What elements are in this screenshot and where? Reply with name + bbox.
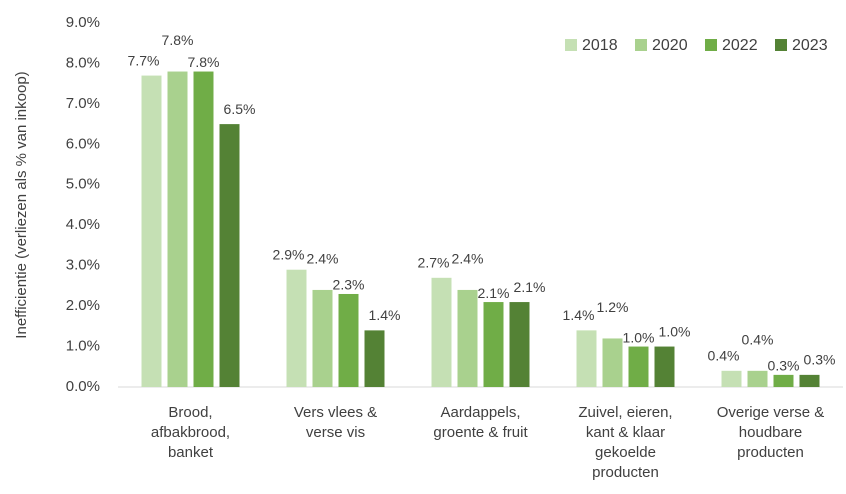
data-label: 1.0% [623, 329, 655, 345]
data-label: 2.4% [452, 251, 484, 267]
data-label: 0.4% [708, 348, 740, 364]
data-label: 0.4% [742, 332, 774, 348]
bar [509, 302, 530, 387]
data-label: 1.0% [659, 323, 691, 339]
y-tick-label: 9.0% [66, 14, 100, 31]
data-label: 2.4% [307, 251, 339, 267]
y-tick-label: 3.0% [66, 257, 100, 274]
x-tick-label: Vers vlees & verse vis [293, 404, 378, 441]
bar [219, 124, 240, 387]
bar [483, 302, 504, 387]
legend-label: 2020 [652, 37, 688, 54]
y-tick-label: 2.0% [66, 297, 100, 314]
data-label: 6.5% [224, 101, 256, 117]
bar [312, 289, 333, 387]
legend-label: 2018 [582, 37, 618, 54]
data-label: 1.4% [563, 307, 595, 323]
y-tick-label: 6.0% [66, 135, 100, 152]
y-tick-label: 7.0% [66, 95, 100, 112]
y-tick-label: 8.0% [66, 54, 100, 71]
bar [602, 338, 623, 387]
bar [576, 330, 597, 387]
data-label: 7.8% [162, 32, 194, 48]
data-label: 2.3% [333, 277, 365, 293]
y-tick-label: 0.0% [66, 378, 100, 395]
x-tick-label: Brood, afbakbrood, banket [150, 404, 231, 461]
y-tick-label: 1.0% [66, 338, 100, 355]
legend-label: 2023 [792, 37, 828, 54]
bar [773, 374, 794, 387]
bar [167, 71, 188, 388]
y-tick-label: 4.0% [66, 216, 100, 233]
x-tick-label: Aardappels, groente & fruit [433, 404, 528, 441]
bar [364, 330, 385, 387]
bar [286, 269, 307, 387]
data-label: 0.3% [804, 352, 836, 368]
x-tick-label: Zuivel, eieren, kant & klaar gekoelde pr… [578, 404, 673, 481]
bar [628, 346, 649, 387]
y-tick-label: 5.0% [66, 176, 100, 193]
legend-swatch [635, 39, 647, 51]
data-label: 0.3% [768, 358, 800, 374]
data-label: 1.2% [597, 299, 629, 315]
x-tick-label: Overige verse & houdbare producten [716, 404, 825, 461]
data-label: 7.8% [188, 54, 220, 70]
bar [721, 370, 742, 387]
bar [431, 277, 452, 387]
y-axis-title: Inefficientie (verliezen als % van inkoo… [13, 71, 30, 338]
data-label: 2.7% [418, 255, 450, 271]
data-label: 2.1% [514, 279, 546, 295]
bar [338, 293, 359, 387]
data-label: 7.7% [128, 52, 160, 68]
bar [193, 71, 214, 388]
bar [457, 289, 478, 387]
legend-swatch [705, 39, 717, 51]
legend-swatch [565, 39, 577, 51]
bar [654, 346, 675, 387]
data-label: 1.4% [369, 307, 401, 323]
bar [141, 75, 162, 388]
bar [799, 374, 820, 387]
legend-label: 2022 [722, 37, 758, 54]
data-label: 2.9% [273, 246, 305, 262]
legend-swatch [775, 39, 787, 51]
data-label: 2.1% [478, 285, 510, 301]
bar [747, 370, 768, 387]
